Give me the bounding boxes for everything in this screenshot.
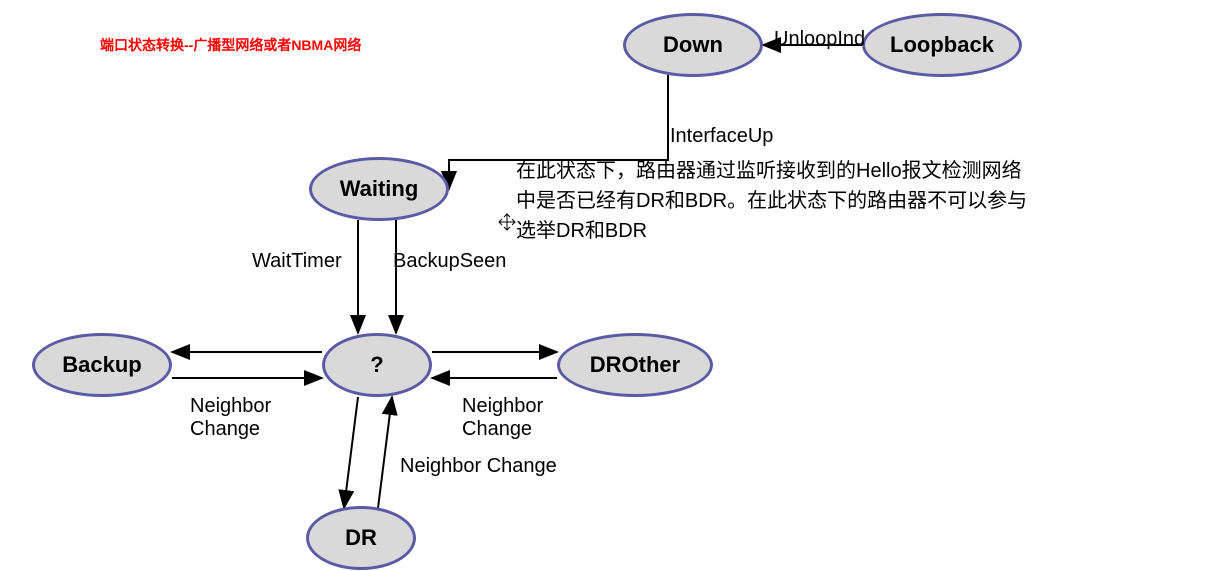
- state-description: 在此状态下，路由器通过监听接收到的Hello报文检测网络中是否已经有DR和BDR…: [516, 156, 1027, 246]
- node-drother: DROther: [557, 333, 713, 397]
- node-down: Down: [623, 13, 763, 77]
- edge-label-2: WaitTimer: [252, 250, 342, 273]
- node-backup: Backup: [32, 333, 172, 397]
- diagram-title: 端口状态转换--广播型网络或者NBMA网络: [100, 35, 361, 55]
- edge-label-7: NeighborChange: [462, 395, 543, 441]
- node-loopback: Loopback: [862, 13, 1022, 77]
- node-waiting: Waiting: [309, 157, 449, 221]
- node-dr: DR: [306, 506, 416, 570]
- node-question: ?: [322, 333, 432, 397]
- edge-label-9: Neighbor Change: [400, 455, 557, 478]
- edge-question-dr: [344, 397, 358, 508]
- move-cursor-icon: [497, 212, 517, 237]
- diagram-arrows: [0, 0, 1208, 571]
- edge-label-0: UnloopInd: [774, 28, 865, 51]
- edge-label-5: NeighborChange: [190, 395, 271, 441]
- edge-dr-question: [378, 397, 392, 508]
- edge-label-1: InterfaceUp: [670, 125, 773, 148]
- edge-label-3: BackupSeen: [393, 250, 506, 273]
